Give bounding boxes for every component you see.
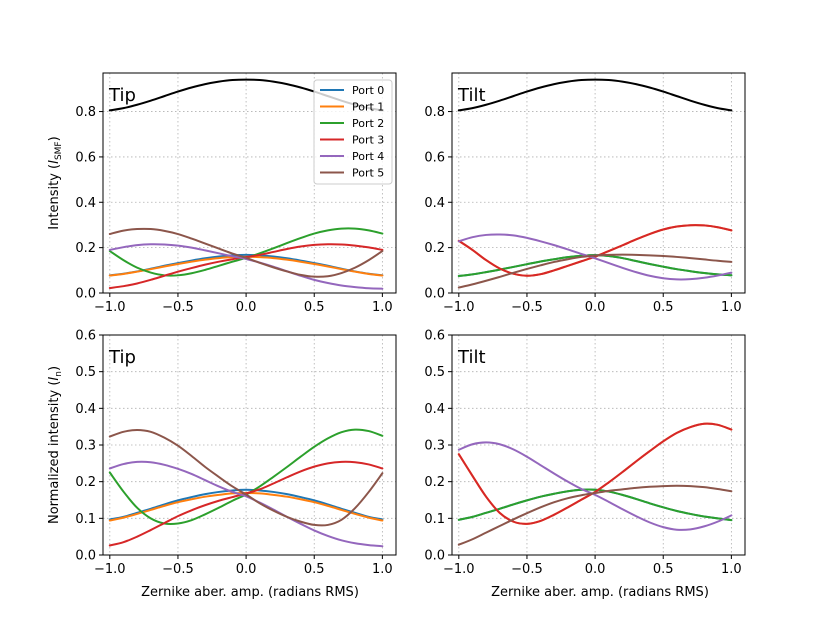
x-tick-label: −1.0 [443,562,475,577]
panel-title-top-right: Tilt [457,85,486,106]
series-line-port-4 [457,441,733,531]
x-tick-label: −1.0 [94,300,126,315]
x-tick-label: −0.5 [511,300,543,315]
series-line-smf [457,78,733,112]
panel-top-left: −1.0 −0.5 0.0 0.5 1.0 0.0 0.2 0.4 0.6 0.8 Tip Inten… [47,72,397,315]
y-tick-label: 0.0 [424,549,445,564]
x-tick-label: 1.0 [372,300,393,315]
y-tick-label: 0.5 [75,365,96,380]
y-axis-label-text: Intensity ( [47,164,62,230]
axes-frame-top-right [451,72,746,294]
y-tick-label: 0.6 [75,150,96,165]
x-tick-label: 1.0 [372,562,393,577]
series-line-port-4 [108,243,384,290]
series-line-port-2 [457,488,733,522]
x-tick-label: 1.0 [721,562,742,577]
x-tick-label: 0.0 [236,300,257,315]
y-tick-label: 0.4 [424,402,445,417]
y-axis-label-close: ) [47,366,62,371]
y-axis-label-top-left: Intensity (ISMF) [47,136,64,229]
panels: −1.0 −0.5 0.0 0.5 1.0 0.0 0.2 0.4 0.6 0.8 Tip Inten… [47,72,746,577]
legend-label-port-3: Port 3 [352,134,384,147]
y-tick-label: 0.4 [75,402,96,417]
grid-bottom-left [103,334,396,556]
y-tick-label: 0.2 [75,475,96,490]
series-line-port-5 [457,484,733,546]
series-group-top-right [457,78,733,289]
y-axis-label-bottom-left: Normalized intensity (In) [47,366,64,524]
legend-label-port-2: Port 2 [352,117,384,130]
legend-label-port-1: Port 1 [352,101,384,114]
panel-title-bottom-left: Tip [108,347,136,368]
x-tick-label: 0.0 [585,300,606,315]
y-axis-label-symbol: I [47,160,62,164]
x-tick-label: 1.0 [721,300,742,315]
y-tick-label: 0.8 [75,105,96,120]
axes-frame-top-left [102,72,397,294]
y-axis-label-subscript: SMF [54,141,64,160]
series-line-port-3 [457,422,733,525]
series-line-port-4 [457,233,733,281]
y-tick-label: 0.1 [75,512,96,527]
x-tick-label: 0.5 [653,562,674,577]
x-tick-label: −1.0 [94,562,126,577]
legend-label-port-4: Port 4 [352,150,384,163]
panel-bottom-left: −1.0 −0.5 0.0 0.5 1.0 0.0 0.1 0.2 0.3 0.4 0.5 0.6 Ti… [47,329,397,577]
y-tick-label: 0.6 [424,150,445,165]
x-axis-label-left: Zernike aber. amp. (radians RMS) [141,585,359,600]
y-tick-label: 0.5 [424,365,445,380]
series-line-port-3 [457,224,733,277]
y-tick-label: 0.2 [75,241,96,256]
y-axis-label-close: ) [47,136,62,141]
series-line-port-0 [108,488,384,521]
y-tick-label: 0.4 [75,196,96,211]
legend-label-port-5: Port 5 [352,167,384,180]
x-axis-label-right: Zernike aber. amp. (radians RMS) [491,585,709,600]
y-tick-label: 0.8 [424,105,445,120]
y-axis-label-subscript: n [54,371,64,377]
y-axis-label-text: Normalized intensity ( [47,381,62,524]
y-tick-label: 0.3 [75,439,96,454]
y-tick-label: 0.0 [424,287,445,302]
panel-top-right: −1.0 −0.5 0.0 0.5 1.0 0.0 0.2 0.4 0.6 0.8 Tilt [424,72,746,315]
series-group-bottom-right [457,422,733,546]
y-tick-label: 0.2 [424,241,445,256]
series-group-bottom-left [108,428,384,548]
series-group-top-left [108,78,384,290]
series-line-port-5 [108,227,384,278]
x-tick-label: −1.0 [443,300,475,315]
y-tick-label: 0.6 [424,329,445,344]
x-tick-label: 0.5 [304,300,325,315]
y-tick-label: 0.0 [75,287,96,302]
legend-label-port-0: Port 0 [352,84,384,97]
y-tick-label: 0.3 [424,439,445,454]
series-line-port-5 [457,253,733,289]
panel-title-bottom-right: Tilt [457,347,486,368]
y-axis-label-symbol: I [47,377,62,381]
panel-title-top-left: Tip [108,85,136,106]
panel-bottom-right: −1.0 −0.5 0.0 0.5 1.0 0.0 0.1 0.2 0.3 0.4 0.5 0.6 Ti… [424,329,746,577]
y-tick-label: 0.6 [75,329,96,344]
y-tick-label: 0.1 [424,512,445,527]
x-tick-label: 0.0 [236,562,257,577]
x-tick-label: 0.0 [585,562,606,577]
x-tick-label: 0.5 [653,300,674,315]
legend: Port 0 Port 1 Port 2 Port 3 Port 4 Port 5 [313,79,393,185]
y-tick-label: 0.0 [75,549,96,564]
x-tick-label: −0.5 [162,562,194,577]
x-tick-label: −0.5 [162,300,194,315]
y-tick-label: 0.2 [424,475,445,490]
x-tick-label: 0.5 [304,562,325,577]
x-tick-label: −0.5 [511,562,543,577]
series-line-port-5 [108,428,384,527]
y-tick-label: 0.4 [424,196,445,211]
series-line-port-4 [108,460,384,548]
